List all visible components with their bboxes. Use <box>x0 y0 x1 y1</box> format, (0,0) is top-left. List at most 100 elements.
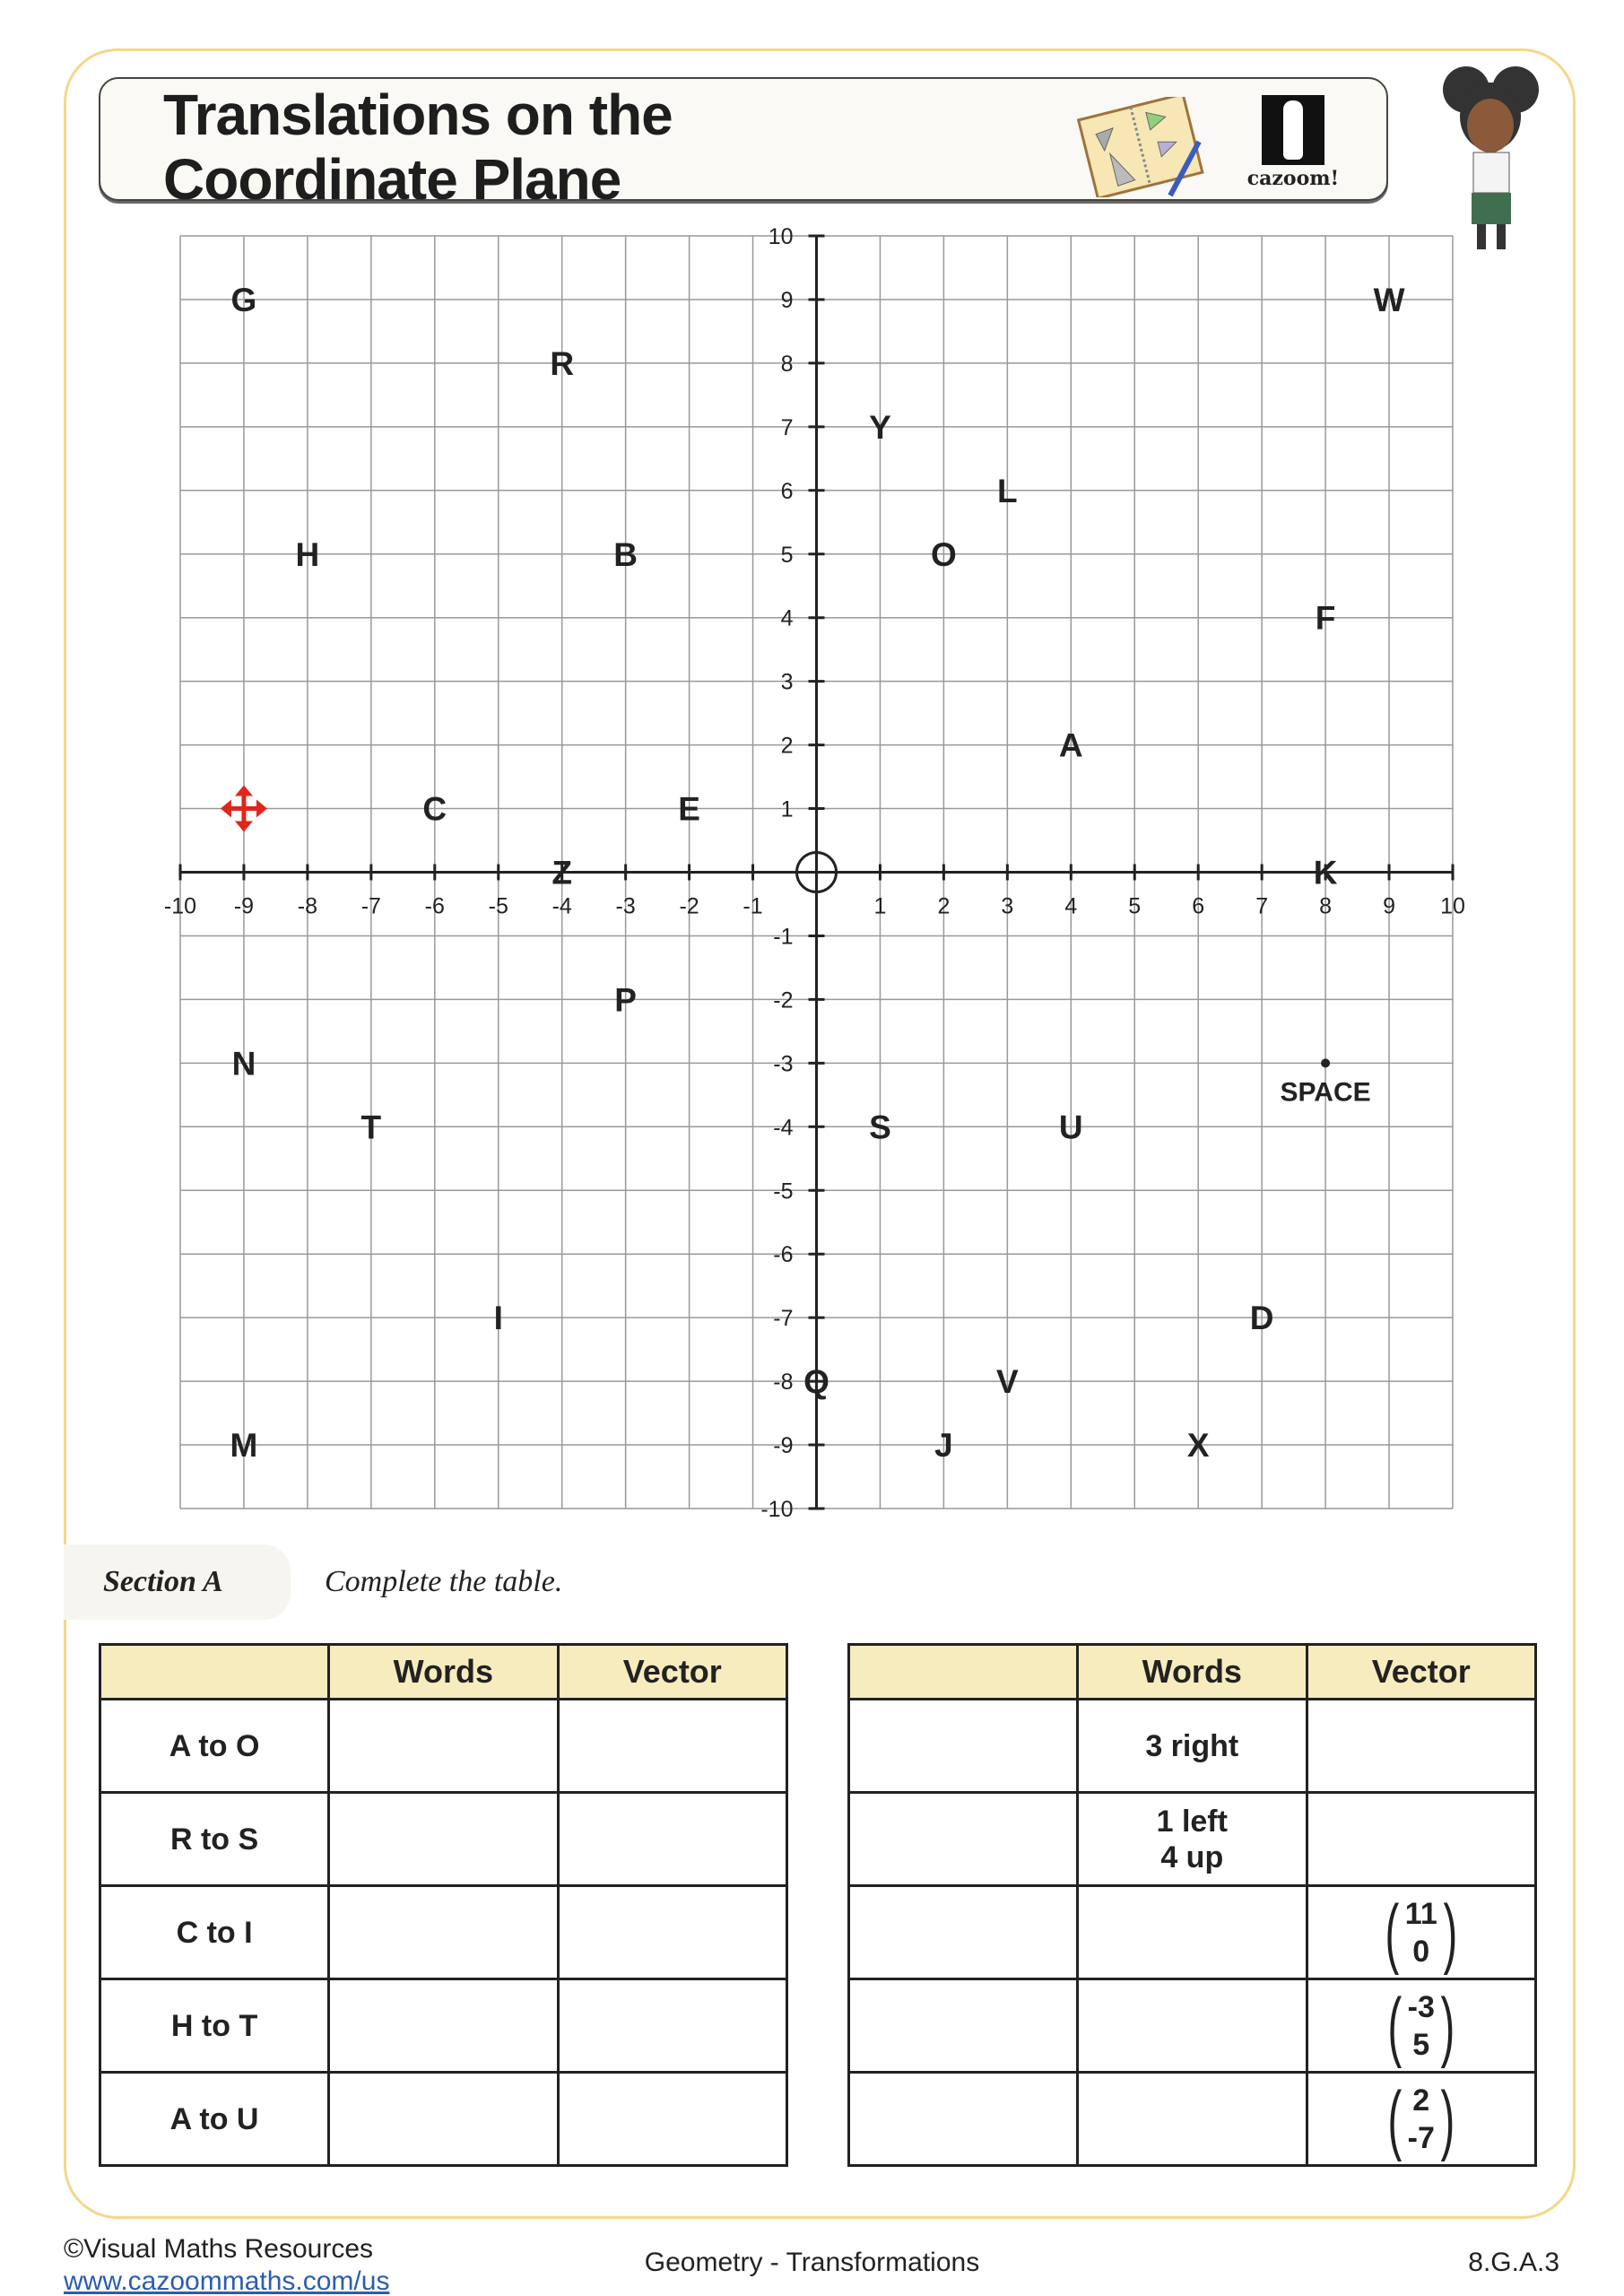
vector-cell[interactable] <box>556 1698 789 1794</box>
x-tick-label: 4 <box>1064 894 1077 919</box>
header-blank <box>847 1643 1080 1700</box>
point-label-J: J <box>934 1427 953 1464</box>
x-tick-label: 10 <box>1440 894 1465 919</box>
point-label-P: P <box>614 981 637 1018</box>
vector-cell[interactable]: (11 0) <box>1305 1884 1538 1980</box>
y-tick-label: 8 <box>781 352 794 377</box>
x-tick-label: 3 <box>1001 894 1013 919</box>
row-label: A to O <box>98 1698 331 1794</box>
website-link[interactable]: www.cazoommaths.com/us <box>64 2266 390 2296</box>
vector-cell[interactable]: (2 -7) <box>1305 2071 1538 2167</box>
footer-topic: Geometry - Transformations <box>644 2248 980 2277</box>
header-vector: Vector <box>556 1643 789 1700</box>
vector-cell[interactable] <box>556 1978 789 2074</box>
words-cell[interactable] <box>327 1791 560 1887</box>
point-label-V: V <box>996 1363 1019 1400</box>
page-frame <box>64 48 1576 2219</box>
table-row: A to U <box>98 2071 789 2167</box>
row-label: A to U <box>98 2071 331 2167</box>
x-tick-label: -8 <box>298 894 317 919</box>
words-cell[interactable] <box>1076 1978 1308 2074</box>
vector-cell[interactable] <box>556 1884 789 1980</box>
row-label: R to S <box>98 1791 331 1887</box>
vector-cell[interactable] <box>1305 1698 1538 1794</box>
title-line-1: Translations on the <box>163 83 673 147</box>
space-point <box>1321 1058 1331 1068</box>
point-label-G: G <box>231 282 257 318</box>
row-label: H to T <box>98 1978 331 2074</box>
words-cell[interactable] <box>1076 1884 1308 1980</box>
x-tick-label: 6 <box>1192 894 1204 919</box>
y-tick-label: -5 <box>773 1178 793 1204</box>
table-row: (-3 5) <box>847 1978 1538 2074</box>
point-label-C: C <box>422 791 447 828</box>
row-label <box>847 1884 1080 1980</box>
point-label-I: I <box>494 1300 503 1336</box>
words-cell[interactable] <box>327 1884 560 1980</box>
vector-y: -7 <box>1407 2120 1435 2155</box>
copyright-text: ©Visual Maths Resources <box>64 2234 374 2264</box>
footer-standard: 8.G.A.3 <box>1468 2248 1559 2277</box>
x-tick-label: 5 <box>1128 894 1141 919</box>
section-pill <box>64 1544 291 1620</box>
vector-cell[interactable] <box>556 2071 789 2167</box>
vector-y: 5 <box>1412 2027 1430 2062</box>
words-cell[interactable] <box>327 2071 560 2167</box>
point-label-R: R <box>550 345 574 382</box>
column-vector: (11 0) <box>1379 1892 1463 1973</box>
x-tick-label: -5 <box>489 894 508 919</box>
cazoom-logo: cazoom! <box>1244 95 1342 190</box>
vector-y: 0 <box>1412 1934 1430 1969</box>
x-tick-label: -1 <box>743 894 762 919</box>
words-line: 4 up <box>1160 1839 1224 1874</box>
column-vector: (2 -7) <box>1382 2079 1461 2160</box>
title-banner: Translations on the Coordinate Plane caz… <box>99 77 1388 212</box>
point-label-O: O <box>931 536 957 573</box>
words-cell[interactable] <box>327 1978 560 2074</box>
point-label-K: K <box>1314 855 1338 891</box>
header-words: Words <box>327 1643 560 1700</box>
y-tick-label: -3 <box>773 1051 793 1076</box>
y-tick-label: 6 <box>781 479 794 504</box>
x-tick-label: -2 <box>679 894 699 919</box>
student-character-illustration <box>1443 66 1539 249</box>
words-cell[interactable] <box>327 1698 560 1794</box>
words-line: 3 right <box>1145 1728 1239 1763</box>
x-tick-label: -4 <box>552 894 572 919</box>
vector-cell[interactable] <box>556 1791 789 1887</box>
y-tick-label: -2 <box>773 987 793 1013</box>
words-cell[interactable]: 1 left 4 up <box>1076 1791 1308 1887</box>
table-row: 1 left 4 up <box>847 1791 1538 1887</box>
point-label-D: D <box>1250 1300 1274 1336</box>
vector-cell[interactable] <box>1305 1791 1538 1887</box>
y-tick-label: 4 <box>781 606 794 631</box>
table-row: R to S <box>98 1791 789 1887</box>
footer-left: ©Visual Maths Resources www.cazoommaths.… <box>64 2233 389 2296</box>
header-words: Words <box>1076 1643 1308 1700</box>
y-tick-label: -1 <box>773 924 793 949</box>
vector-cell[interactable]: (-3 5) <box>1305 1978 1538 2074</box>
point-label-Z: Z <box>551 855 572 891</box>
header-vector: Vector <box>1305 1643 1538 1700</box>
table-row: H to T <box>98 1978 789 2074</box>
row-label: C to I <box>98 1884 331 1980</box>
y-tick-label: -8 <box>773 1370 793 1395</box>
instruction-text: Complete the table. <box>325 1565 563 1598</box>
words-cell[interactable] <box>1076 2071 1308 2167</box>
x-tick-label: -6 <box>425 894 445 919</box>
point-label-L: L <box>997 473 1018 509</box>
x-tick-label: -7 <box>361 894 381 919</box>
y-tick-label: -10 <box>760 1497 793 1522</box>
words-cell[interactable]: 3 right <box>1076 1698 1308 1794</box>
logo-text: cazoom! <box>1246 167 1340 190</box>
y-tick-label: 2 <box>781 734 794 759</box>
row-label <box>847 1698 1080 1794</box>
move-arrows-icon <box>220 785 267 832</box>
column-vector: (-3 5) <box>1382 1986 1461 2066</box>
x-tick-label: -10 <box>164 894 196 919</box>
notebook-icon <box>1076 97 1204 197</box>
y-tick-label: -9 <box>773 1433 793 1458</box>
point-label-H: H <box>296 536 320 573</box>
